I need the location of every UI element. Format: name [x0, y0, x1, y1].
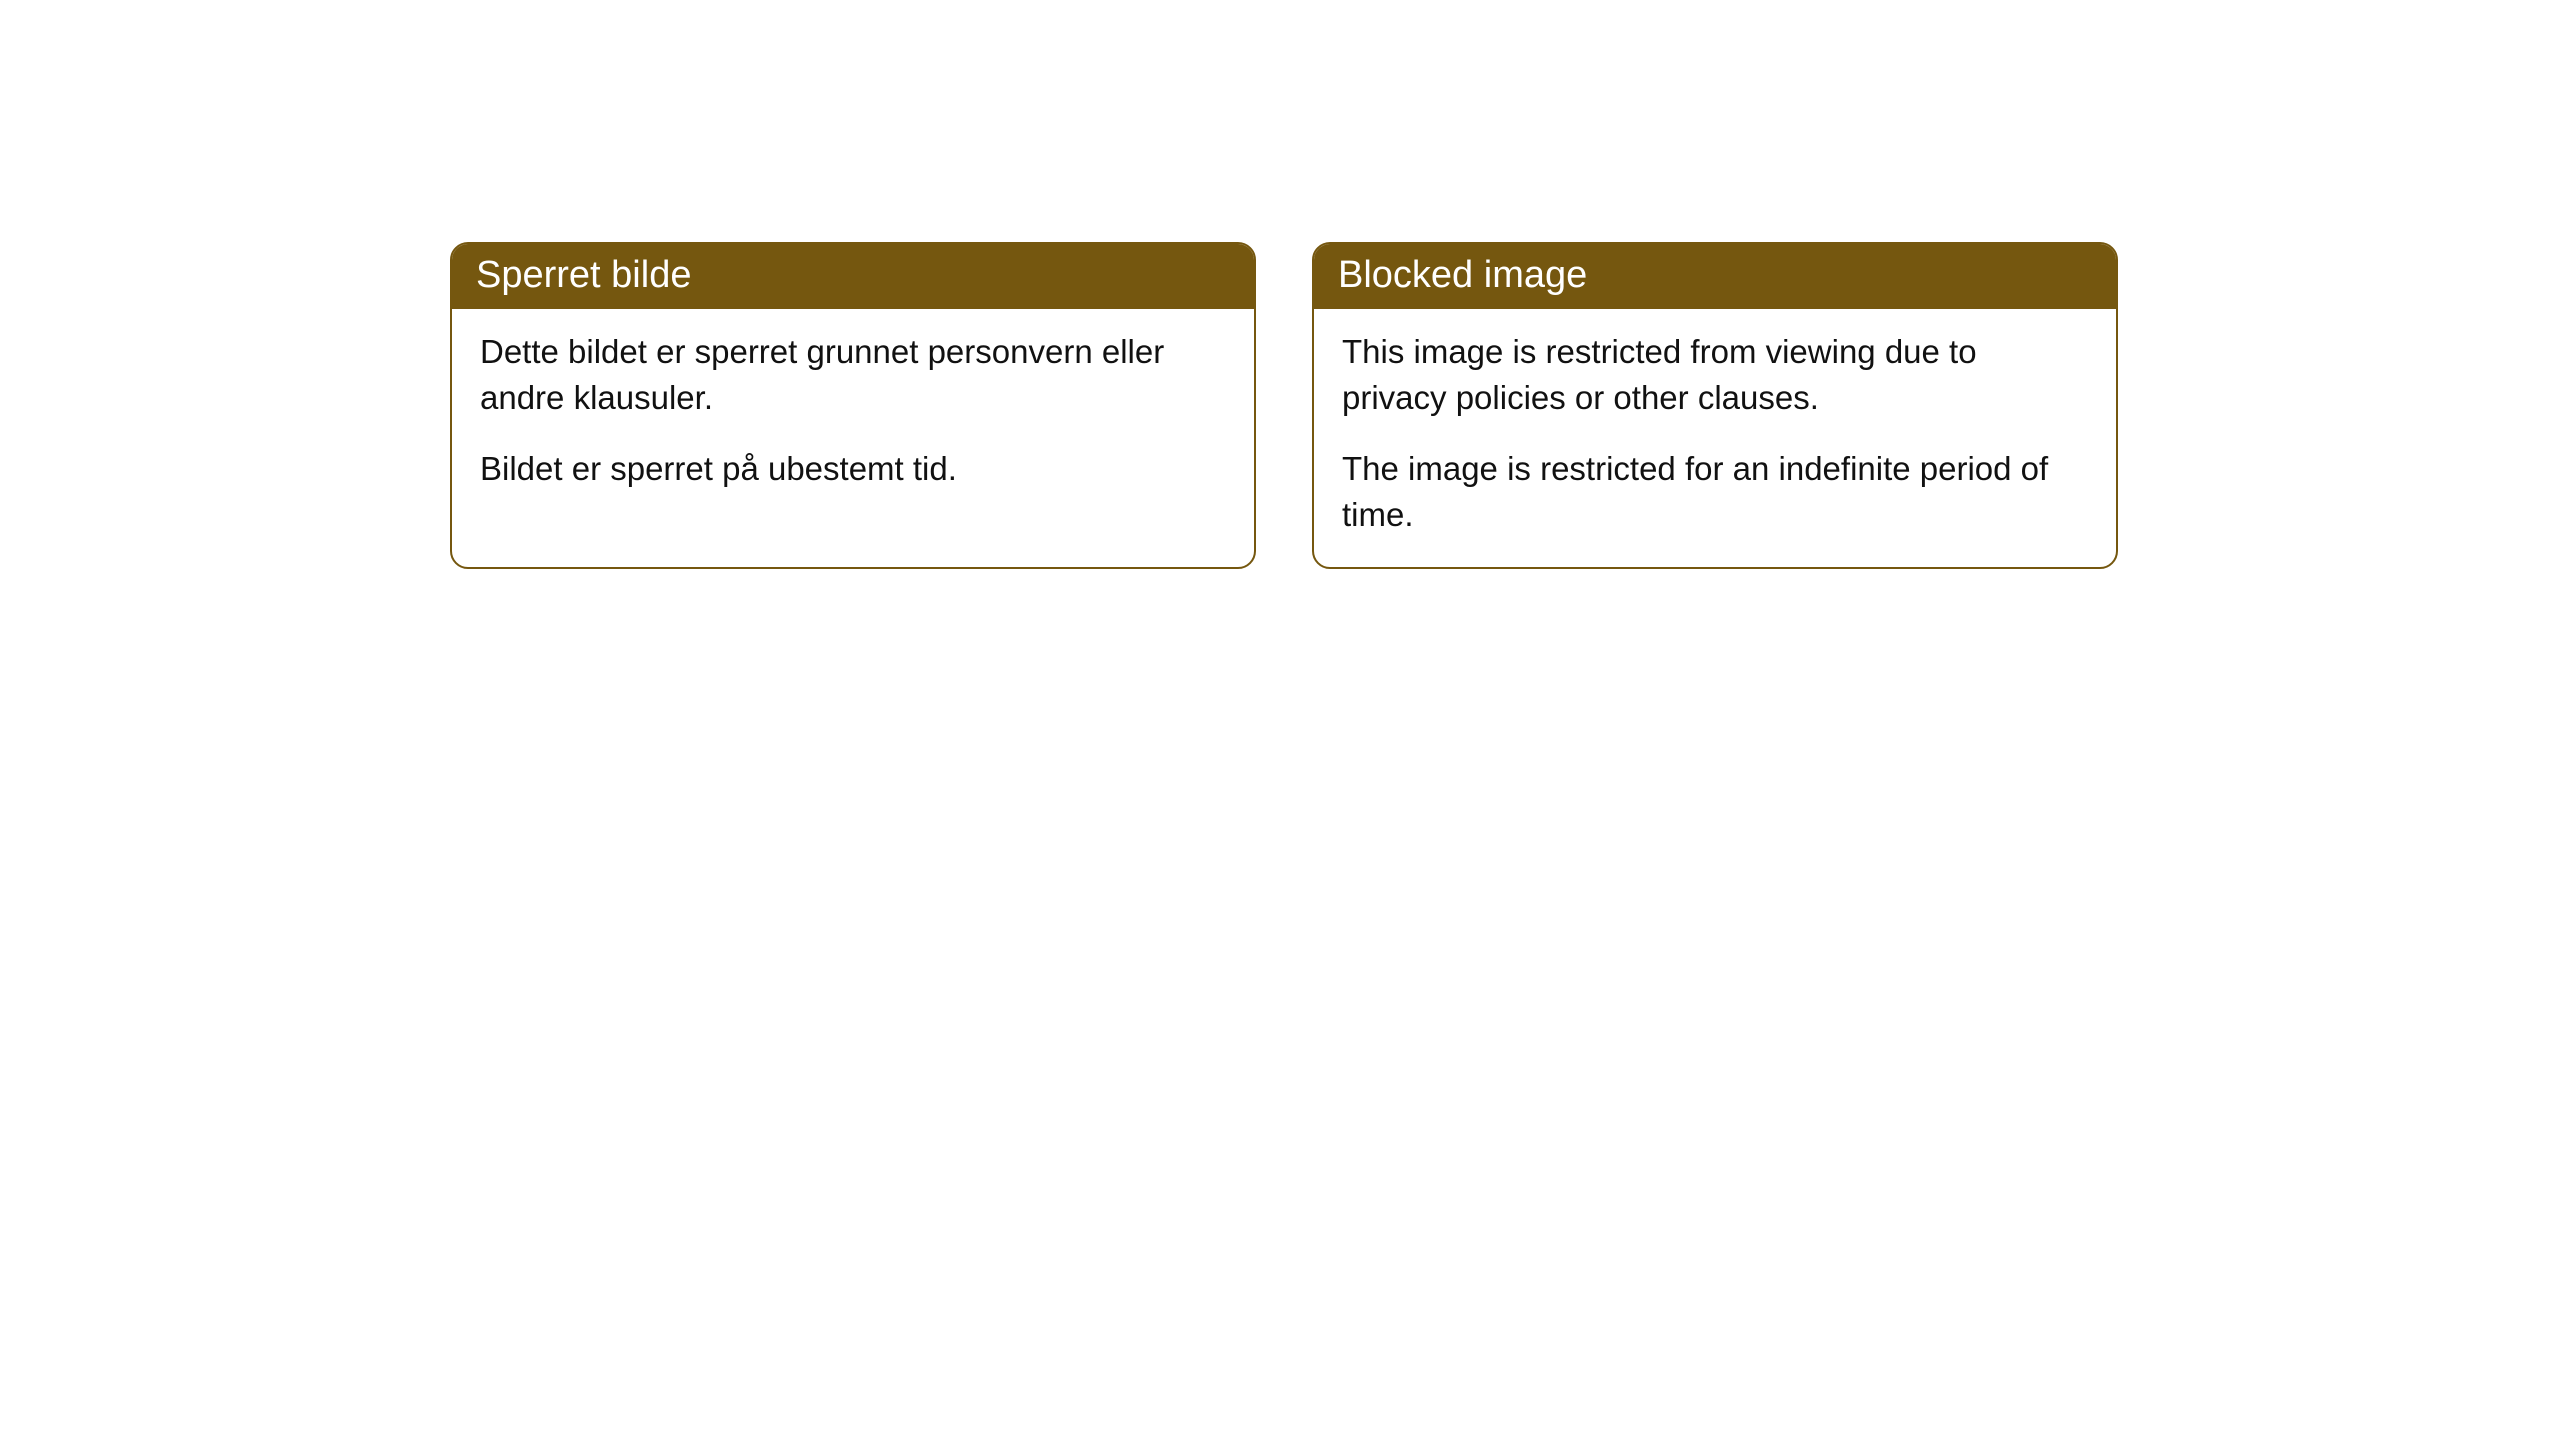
card-body-no: Dette bildet er sperret grunnet personve…: [452, 309, 1254, 522]
card-paragraph: The image is restricted for an indefinit…: [1342, 446, 2088, 537]
blocked-image-card-en: Blocked image This image is restricted f…: [1312, 242, 2118, 569]
card-paragraph: Dette bildet er sperret grunnet personve…: [480, 329, 1226, 420]
card-body-en: This image is restricted from viewing du…: [1314, 309, 2116, 567]
card-header-en: Blocked image: [1314, 244, 2116, 309]
blocked-image-card-no: Sperret bilde Dette bildet er sperret gr…: [450, 242, 1256, 569]
notice-cards-container: Sperret bilde Dette bildet er sperret gr…: [0, 0, 2560, 569]
card-header-no: Sperret bilde: [452, 244, 1254, 309]
card-paragraph: Bildet er sperret på ubestemt tid.: [480, 446, 1226, 492]
card-paragraph: This image is restricted from viewing du…: [1342, 329, 2088, 420]
